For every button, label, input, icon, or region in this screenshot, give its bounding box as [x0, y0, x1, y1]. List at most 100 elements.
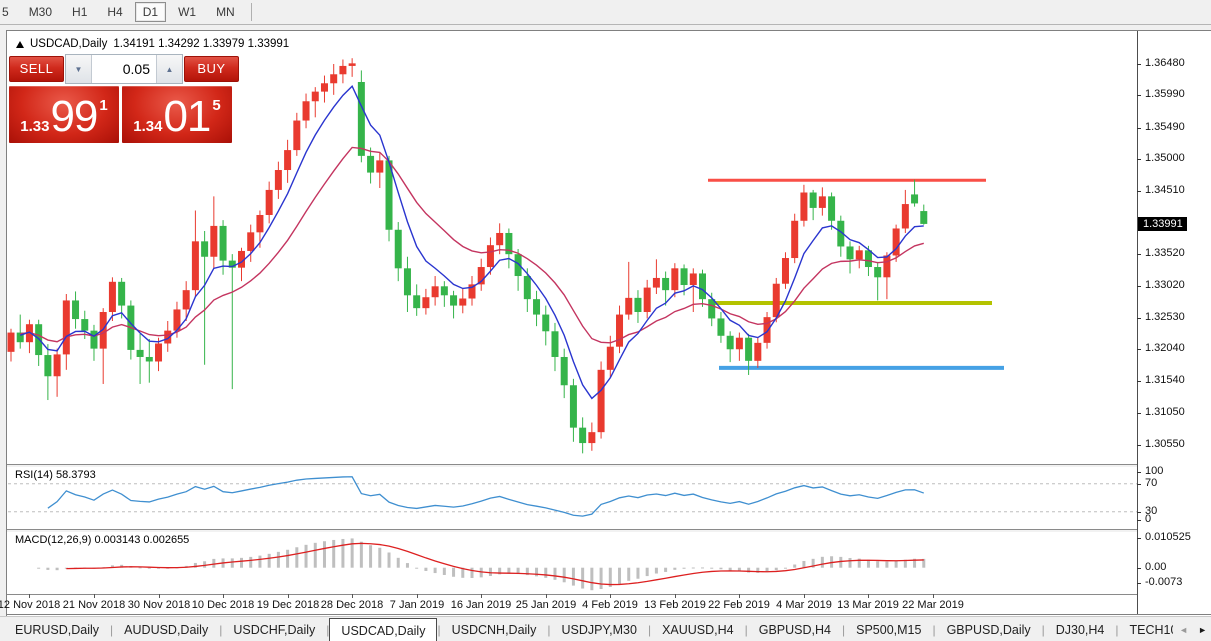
candle-body: [837, 220, 845, 247]
chart-tab-dj30-h4[interactable]: DJ30,H4: [1055, 622, 1105, 637]
macd-histogram-bar: [276, 551, 280, 568]
candle-body: [486, 245, 494, 268]
candle-body: [413, 295, 421, 309]
candle-body: [191, 241, 199, 291]
macd-histogram-bar: [903, 559, 907, 568]
chart-tab-eurusd-daily[interactable]: EURUSD,Daily: [15, 622, 100, 637]
tab-separator: |: [842, 622, 846, 637]
candle-body: [818, 196, 826, 208]
tab-scroll-left-icon[interactable]: ◄: [1179, 624, 1189, 635]
tab-separator: |: [326, 622, 330, 637]
chart-tab-audusd-daily[interactable]: AUDUSD,Daily: [124, 622, 209, 637]
volume-increase-button[interactable]: ▲: [156, 55, 182, 83]
macd-histogram-bar: [461, 567, 465, 578]
rsi-canvas[interactable]: [8, 467, 1137, 529]
buy-button[interactable]: BUY: [184, 56, 239, 82]
candle-body: [505, 232, 513, 255]
candle-body: [201, 241, 209, 257]
candle-body: [108, 281, 116, 313]
chart-tab-sp500-m15[interactable]: SP500,M15: [856, 622, 922, 637]
timeframe-button-w1[interactable]: W1: [178, 5, 197, 19]
candle-body: [173, 309, 181, 331]
candle-body: [662, 277, 670, 291]
candle-body: [781, 258, 789, 284]
tab-separator: |: [647, 622, 652, 637]
candle-body: [809, 192, 817, 208]
macd-histogram-bar: [55, 567, 59, 571]
macd-histogram-bar: [396, 557, 400, 568]
sell-button[interactable]: SELL: [9, 56, 64, 82]
macd-histogram-bar: [313, 542, 317, 568]
buy-price-panel[interactable]: 1.34 01 5: [122, 86, 232, 143]
macd-canvas[interactable]: [8, 532, 1137, 594]
volume-input[interactable]: [92, 55, 156, 83]
chevron-down-icon: ▼: [74, 64, 83, 74]
timeframe-button-h1[interactable]: H1: [72, 5, 88, 19]
macd-histogram-bar: [811, 558, 815, 568]
candle-body: [265, 189, 273, 215]
candle-body: [496, 232, 504, 246]
candle-body: [320, 83, 328, 92]
macd-histogram-bar: [820, 556, 824, 568]
macd-histogram-bar: [157, 567, 161, 569]
chart-tab-gbpusd-daily[interactable]: GBPUSD,Daily: [946, 622, 1031, 637]
timeframe-button-m30[interactable]: M30: [28, 5, 53, 19]
chart-title: USDCAD,Daily 1.34191 1.34292 1.33979 1.3…: [16, 38, 289, 50]
candle-body: [238, 250, 245, 268]
chart-tab-xauusd-h4[interactable]: XAUUSD,H4: [662, 622, 734, 637]
timeframe-button-d1[interactable]: D1: [134, 2, 167, 22]
macd-name: MACD(12,26,9): [15, 534, 92, 546]
candle-body: [53, 354, 61, 377]
tab-separator: |: [932, 622, 936, 637]
candle-body: [431, 286, 439, 298]
chart-tab-usdchf-daily[interactable]: USDCHF,Daily: [233, 622, 316, 637]
candle-body: [588, 432, 596, 444]
candle-body: [579, 427, 587, 444]
candle-body: [569, 385, 577, 428]
chart-window: USDCAD,Daily 1.34191 1.34292 1.33979 1.3…: [0, 30, 1211, 616]
macd-histogram-bar: [304, 544, 308, 568]
sell-price-handle: 1.33: [20, 118, 50, 135]
macd-histogram-bar: [488, 567, 492, 577]
volume-decrease-button[interactable]: ▼: [66, 55, 92, 83]
chart-tab-gbpusd-h4[interactable]: GBPUSD,H4: [758, 622, 831, 637]
chevron-up-icon: ▲: [165, 64, 174, 74]
candle-body: [514, 254, 522, 277]
candle-body: [450, 295, 458, 306]
macd-histogram-bar: [470, 567, 474, 578]
sell-price-panel[interactable]: 1.33 99 1: [9, 86, 119, 143]
candle-body: [210, 225, 218, 257]
toolbar-separator: [250, 3, 252, 21]
chart-tab-usdcnh-daily[interactable]: USDCNH,Daily: [451, 622, 537, 637]
candle-body: [533, 299, 541, 315]
chart-tab-usdcad-daily[interactable]: USDCAD,Daily: [329, 618, 438, 641]
timeframe-button-5[interactable]: 5: [2, 5, 9, 19]
candle-body: [302, 101, 310, 121]
timeframe-button-h4[interactable]: H4: [107, 5, 123, 19]
tab-separator: |: [437, 622, 441, 637]
candle-body: [247, 232, 255, 251]
chart-tab-usdjpy-m30[interactable]: USDJPY,M30: [561, 622, 637, 637]
macd-histogram-bar: [341, 538, 345, 568]
symbol-name: USDCAD,Daily: [30, 38, 108, 50]
macd-histogram-bar: [701, 567, 704, 569]
macd-histogram-bar: [710, 567, 714, 569]
price-axis[interactable]: [1137, 31, 1211, 615]
candle-body: [523, 276, 531, 300]
rsi-pane[interactable]: [7, 467, 1137, 529]
macd-histogram-bar: [636, 567, 640, 579]
price-chart-canvas[interactable]: [7, 32, 1137, 464]
macd-histogram-bar: [295, 547, 299, 568]
candle-body: [7, 332, 15, 352]
candle-body: [376, 160, 384, 173]
collapse-panel-icon[interactable]: [16, 40, 24, 48]
candle-body: [228, 260, 236, 268]
rsi-value: 58.3793: [55, 469, 96, 481]
macd-signal-line: [66, 542, 924, 586]
macd-histogram-bar: [424, 567, 428, 571]
date-axis[interactable]: [7, 594, 1137, 616]
candle-body: [219, 225, 227, 261]
candle-body: [330, 74, 338, 84]
timeframe-button-mn[interactable]: MN: [216, 5, 235, 19]
tab-scroll-right-icon[interactable]: ►: [1198, 624, 1207, 635]
